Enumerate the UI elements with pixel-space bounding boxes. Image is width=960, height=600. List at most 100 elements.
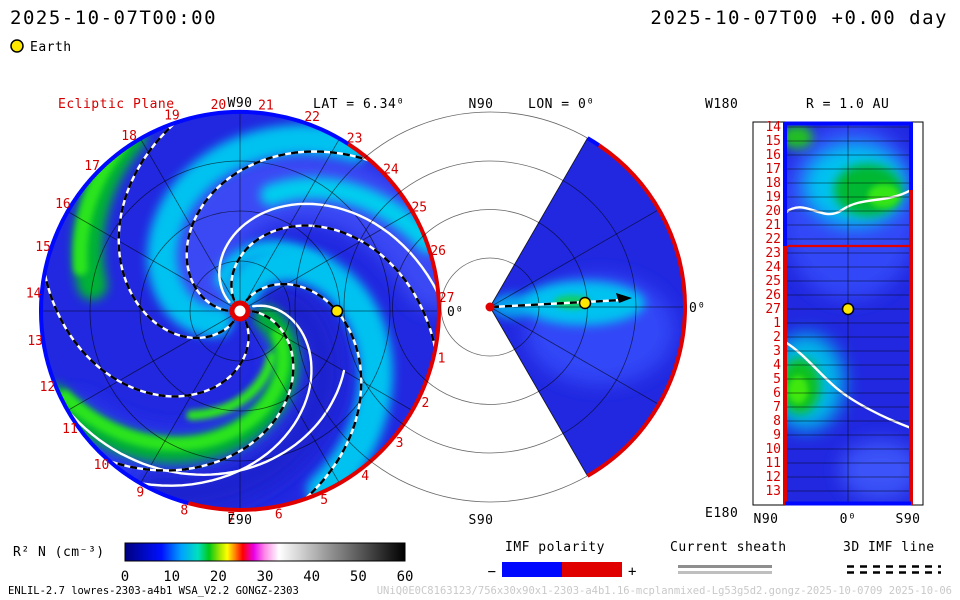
earth-legend: Earth — [10, 39, 72, 55]
map-day-tick: 5 — [773, 372, 781, 387]
map-day-tick: 26 — [765, 288, 781, 303]
e90-label: E90 — [228, 513, 253, 528]
panel-title: Ecliptic Plane — [58, 97, 175, 112]
density-arm — [186, 351, 277, 421]
imf-line-legend: 3D IMF line — [843, 540, 941, 574]
imf-positive-boundary — [586, 143, 687, 478]
density-structure — [785, 125, 813, 149]
map-day-tick: 24 — [765, 260, 781, 275]
timestamp-forecast: 2025-10-07T00 +0.00 day — [650, 7, 948, 29]
colorbar-tick: 0 — [121, 569, 129, 585]
imf-negative-boundary — [586, 136, 601, 147]
ecliptic-day-tick: 18 — [121, 129, 137, 144]
colorbar-tick: 60 — [397, 569, 414, 585]
colorbar-tick: 40 — [303, 569, 320, 585]
n90-axis-label: N90 — [754, 512, 779, 527]
sheath-line-sample — [678, 565, 772, 568]
imf-line — [117, 121, 235, 340]
density-arm — [214, 240, 326, 289]
imf-polarity-legend: IMF polarity − + — [488, 540, 637, 580]
n90-label: N90 — [469, 97, 494, 112]
ecliptic-day-tick: 25 — [411, 201, 427, 216]
map-day-tick: 21 — [765, 218, 781, 233]
ecliptic-day-tick: 5 — [320, 493, 328, 508]
s90-axis-label: S90 — [896, 512, 921, 527]
current-sheet-line — [785, 340, 911, 430]
map-day-tick: 25 — [765, 274, 781, 289]
map-day-tick: 3 — [773, 344, 781, 359]
positive-polarity-swatch — [562, 562, 622, 577]
density-arm — [58, 328, 290, 451]
colorbar-tick: 30 — [257, 569, 274, 585]
zero-label: 0⁰ — [689, 301, 706, 316]
colorbar-tick: 20 — [210, 569, 227, 585]
imf-line — [185, 150, 371, 312]
ecliptic-day-tick: 26 — [430, 244, 446, 259]
sheath-line-sample — [678, 571, 772, 574]
field-lines — [43, 121, 438, 501]
grid-radial — [239, 138, 340, 312]
longitude-label: LON = 0⁰ — [528, 97, 595, 112]
map-day-ticks: 1415161718192021222324252627123456789101… — [765, 120, 781, 499]
w180-label: W180 — [705, 97, 738, 112]
colorbar-tick: 50 — [350, 569, 367, 585]
map-day-tick: 12 — [765, 470, 781, 485]
ecliptic-day-tick: 12 — [40, 380, 56, 395]
imf-positive-boundary — [187, 142, 441, 512]
earth-marker-icon — [10, 39, 24, 53]
zero-axis-label: 0⁰ — [840, 512, 857, 527]
watermark: UNiQ0E0C8163123/756x30x90x1-2303-a4b1.16… — [377, 585, 952, 597]
map-day-tick: 15 — [765, 134, 781, 149]
ecliptic-day-tick: 2 — [421, 396, 429, 411]
map-day-tick: 7 — [773, 400, 781, 415]
ecliptic-plane-panel: Ecliptic Plane LAT = 6.34⁰ 1234567891011… — [26, 96, 463, 528]
ecliptic-day-tick: 1 — [438, 351, 446, 366]
map-day-tick: 16 — [765, 148, 781, 163]
map-day-tick: 11 — [765, 456, 781, 471]
sun-marker — [485, 302, 495, 312]
ecliptic-day-tick: 23 — [347, 132, 363, 147]
ecliptic-day-tick: 13 — [27, 334, 43, 349]
map-day-tick: 19 — [765, 190, 781, 205]
current-sheet-line — [66, 369, 346, 477]
map-day-tick: 4 — [773, 358, 781, 373]
ecliptic-day-tick: 7 — [227, 511, 235, 526]
density-structure — [840, 440, 911, 500]
colorbar-label: R² N (cm⁻³) — [13, 545, 105, 560]
grid-radial — [140, 138, 241, 312]
earth-marker — [841, 302, 855, 316]
ecliptic-day-tick: 9 — [136, 485, 144, 500]
polar-grid — [41, 112, 439, 510]
grid-radial — [140, 310, 241, 484]
earth-marker — [330, 304, 344, 318]
timestamp-current: 2025-10-07T00:00 — [10, 7, 217, 29]
earth-legend-label: Earth — [30, 40, 72, 55]
minus-label: − — [488, 564, 496, 580]
current-sheath-legend: Current sheath — [670, 540, 786, 574]
grid-radial — [67, 310, 241, 411]
density-arm — [135, 280, 344, 509]
grid-radial — [489, 209, 660, 308]
ecliptic-day-tick: 14 — [26, 287, 42, 302]
grid-radial — [67, 211, 241, 312]
ecliptic-day-tick: 11 — [62, 422, 78, 437]
grid-radial — [239, 310, 340, 484]
map-day-tick: 18 — [765, 176, 781, 191]
ecliptic-day-tick: 6 — [275, 507, 283, 522]
imf-negative-boundary — [39, 109, 350, 506]
ecliptic-day-tick: 10 — [94, 458, 110, 473]
latitude-label: LAT = 6.34⁰ — [313, 97, 405, 112]
ecliptic-day-tick: 17 — [84, 159, 100, 174]
map-day-tick: 14 — [765, 120, 781, 135]
imf-line — [109, 310, 295, 472]
density-arm — [260, 177, 438, 254]
w90-label: W90 — [228, 96, 253, 111]
current-sheet-line — [218, 202, 438, 304]
ecliptic-day-tick: 19 — [164, 109, 180, 124]
current-sheet-line — [785, 188, 911, 216]
e180-label: E180 — [705, 506, 738, 521]
negative-polarity-swatch — [502, 562, 562, 577]
grid-radial — [489, 306, 660, 405]
colorbar-ticks: 0 10 20 30 40 50 60 — [121, 569, 414, 585]
